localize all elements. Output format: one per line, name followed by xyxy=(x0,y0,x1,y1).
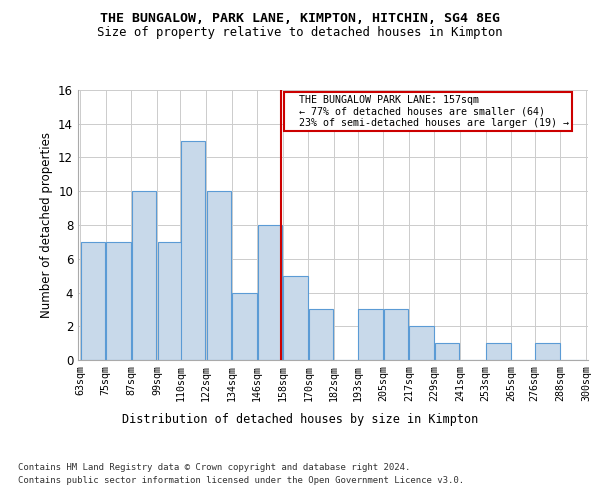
Bar xyxy=(535,343,560,360)
Bar xyxy=(409,326,434,360)
Text: Contains public sector information licensed under the Open Government Licence v3: Contains public sector information licen… xyxy=(18,476,464,485)
Bar xyxy=(206,191,231,360)
Bar xyxy=(486,343,511,360)
Bar xyxy=(181,140,205,360)
Bar xyxy=(384,310,408,360)
Bar xyxy=(258,225,282,360)
Bar xyxy=(283,276,308,360)
Y-axis label: Number of detached properties: Number of detached properties xyxy=(40,132,53,318)
Bar xyxy=(132,191,157,360)
Text: Size of property relative to detached houses in Kimpton: Size of property relative to detached ho… xyxy=(97,26,503,39)
Text: THE BUNGALOW PARK LANE: 157sqm
  ← 77% of detached houses are smaller (64)
  23%: THE BUNGALOW PARK LANE: 157sqm ← 77% of … xyxy=(287,95,569,128)
Text: THE BUNGALOW, PARK LANE, KIMPTON, HITCHIN, SG4 8EG: THE BUNGALOW, PARK LANE, KIMPTON, HITCHI… xyxy=(100,12,500,26)
Bar xyxy=(232,292,257,360)
Bar xyxy=(309,310,334,360)
Text: Contains HM Land Registry data © Crown copyright and database right 2024.: Contains HM Land Registry data © Crown c… xyxy=(18,462,410,471)
Bar xyxy=(158,242,182,360)
Bar xyxy=(435,343,460,360)
Bar xyxy=(106,242,131,360)
Bar xyxy=(358,310,383,360)
Text: Distribution of detached houses by size in Kimpton: Distribution of detached houses by size … xyxy=(122,412,478,426)
Bar xyxy=(81,242,105,360)
